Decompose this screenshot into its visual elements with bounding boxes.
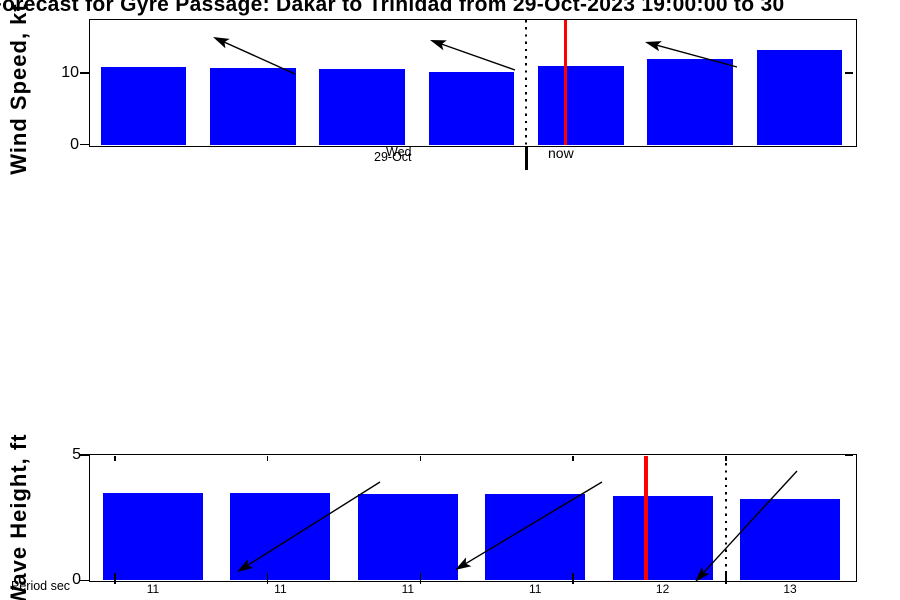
time-tick: [266, 573, 269, 584]
time-tick-top: [419, 455, 422, 462]
time-tick: [725, 573, 727, 584]
time-tick: [419, 573, 422, 584]
now-annotation: now: [548, 145, 574, 161]
wave-bar: [612, 496, 713, 581]
time-tick-top: [572, 455, 574, 462]
time-tick: [114, 573, 116, 584]
figure-title: Forecast for Gyre Passage: Dakar to Trin…: [0, 0, 785, 16]
y-tick-label: 10: [61, 63, 79, 81]
period-label: 11: [528, 582, 542, 596]
time-tick-top: [114, 455, 116, 462]
period-axis-label: Period sec: [11, 579, 71, 593]
wind-bar: [756, 49, 843, 145]
now-line: [644, 455, 648, 581]
now-line: [563, 20, 568, 145]
time-tick: [572, 573, 574, 584]
wind-bar: [319, 69, 405, 145]
wind-bar: [647, 58, 733, 145]
wind-bar: [428, 72, 515, 145]
xaxis-weekday-label: Wed: [386, 145, 412, 159]
period-label: 13: [783, 582, 797, 596]
wind-bar: [100, 67, 187, 145]
wave-bar: [103, 492, 203, 581]
time-tick-top: [266, 455, 269, 462]
midnight-axis-tick: [524, 145, 529, 171]
wind-axes-frame: [88, 18, 857, 147]
y-tick: [80, 143, 89, 146]
period-label: 11: [146, 582, 160, 596]
y-tick: [80, 454, 89, 456]
wind-bar: [210, 67, 296, 145]
time-tick-top: [725, 455, 727, 462]
wind-bar: [538, 65, 624, 145]
xaxis-date-label: 29-Oct: [374, 150, 412, 164]
y-tick-label: 0: [72, 571, 81, 589]
y-tick-label: 5: [72, 446, 81, 463]
midnight-line: [524, 20, 527, 145]
period-label: 11: [401, 582, 415, 596]
wave-axes-frame: [88, 454, 857, 583]
period-label: 11: [274, 582, 287, 596]
y-tick: [80, 72, 89, 74]
period-label: 12: [655, 582, 670, 596]
y-tick-right: [845, 72, 853, 74]
y-tick-label: 0: [70, 135, 79, 153]
y-tick: [80, 579, 89, 582]
